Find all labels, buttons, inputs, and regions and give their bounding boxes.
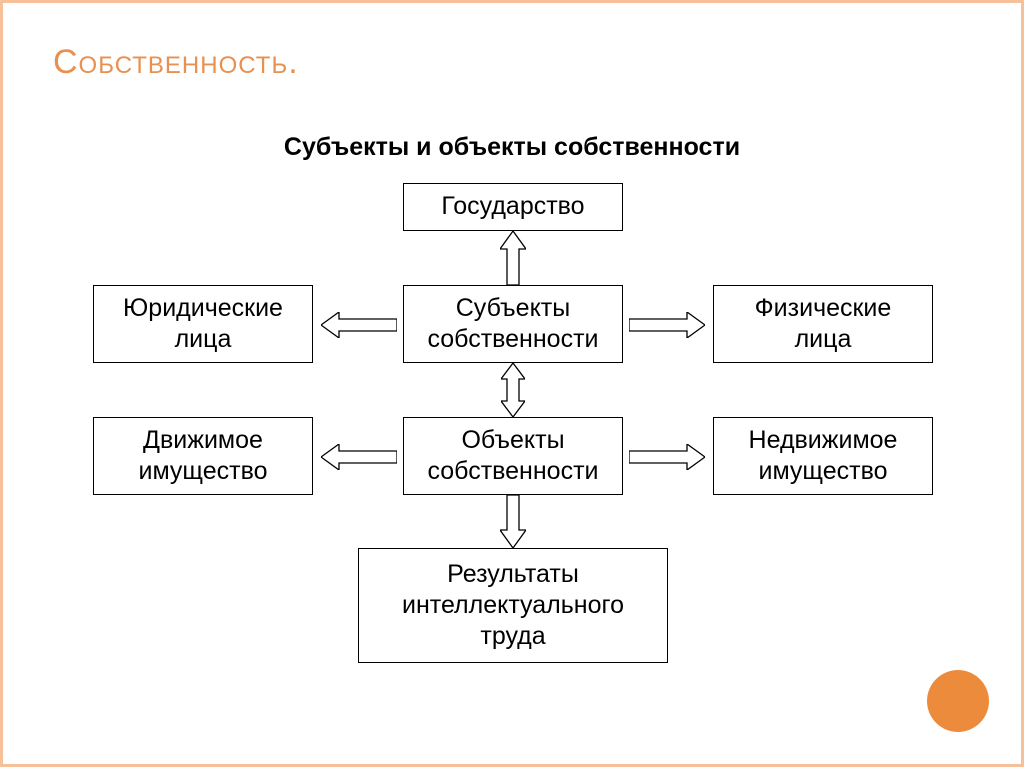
diagram-subtitle: Субъекты и объекты собственности (3, 133, 1021, 162)
arrow-right-icon (629, 312, 705, 338)
box-state: Государство (403, 183, 623, 231)
arrow-left-icon (321, 312, 397, 338)
box-subjects: Субъектысобственности (403, 285, 623, 363)
arrow-up-icon (500, 231, 526, 285)
box-intellectual: Результатыинтеллектуальноготруда (358, 548, 668, 663)
box-immovable: Недвижимоеимущество (713, 417, 933, 495)
box-individuals: Физическиелица (713, 285, 933, 363)
arrow-left-icon (321, 444, 397, 470)
box-legal: Юридическиелица (93, 285, 313, 363)
box-objects: Объектысобственности (403, 417, 623, 495)
decorative-circle-icon (927, 670, 989, 732)
arrow-right-icon (629, 444, 705, 470)
arrow-updown-icon (501, 363, 525, 417)
box-movable: Движимоеимущество (93, 417, 313, 495)
page-title: Собственность. (53, 43, 299, 82)
arrow-down-icon (500, 495, 526, 548)
